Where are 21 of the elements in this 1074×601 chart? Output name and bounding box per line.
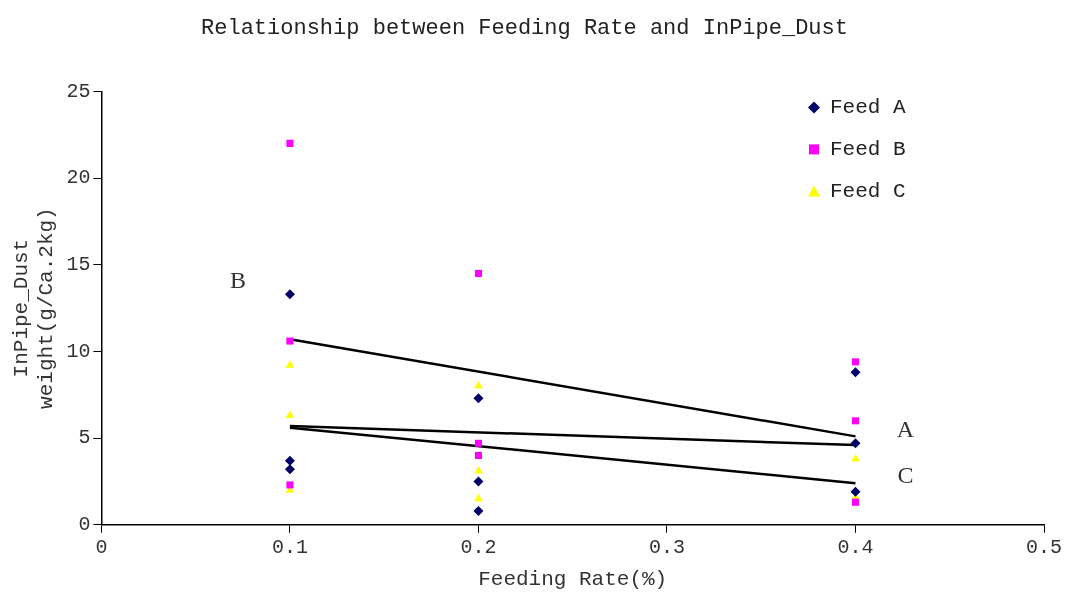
y-tick-label: 15 (66, 253, 91, 277)
y-tick-label: 20 (66, 166, 91, 190)
legend-label: Feed A (830, 95, 907, 119)
x-axis-title: Feeding Rate(%) (478, 567, 668, 591)
y-axis-title: InPipe_Dust weight(g/Ca.2kg) (10, 207, 59, 409)
x-tick-label: 0.1 (271, 536, 308, 560)
y-tick-label: 0 (78, 513, 91, 537)
x-tick-label: 0.3 (648, 536, 685, 560)
legend-label: Feed C (830, 179, 906, 203)
annotation: A (896, 416, 915, 443)
annotation: C (897, 462, 914, 489)
x-tick-label: 0.4 (837, 536, 874, 560)
x-tick-label: 0.2 (460, 536, 497, 560)
chart-title: Relationship between Feeding Rate and InPipe_Dust (201, 16, 848, 42)
y-tick-label: 10 (66, 339, 91, 363)
annotation: B (229, 266, 246, 293)
legend-label: Feed B (830, 137, 906, 161)
y-tick-label: 5 (78, 426, 91, 450)
y-tick-label: 25 (66, 79, 91, 103)
x-tick-label: 0.5 (1025, 536, 1063, 560)
x-tick-label: 0 (95, 536, 108, 560)
